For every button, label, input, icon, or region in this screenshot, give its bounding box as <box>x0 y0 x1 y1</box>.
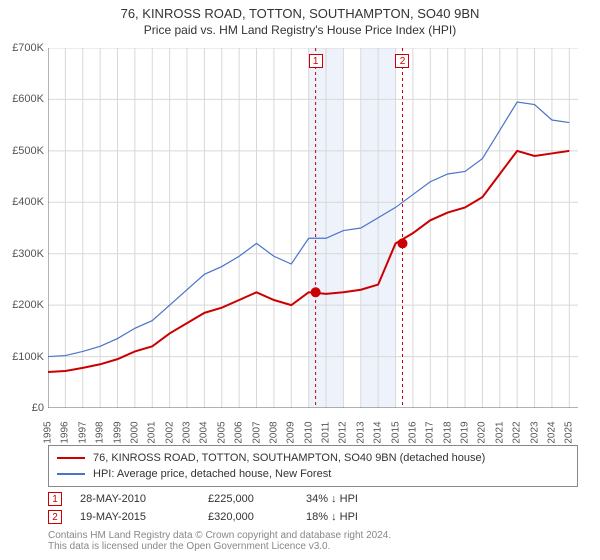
x-tick-label: 2000 <box>129 421 140 443</box>
x-axis: 1995199619971998199920002001200220032004… <box>48 408 578 438</box>
x-tick-label: 2002 <box>164 421 175 443</box>
x-tick-label: 2016 <box>407 421 418 443</box>
legend: 76, KINROSS ROAD, TOTTON, SOUTHAMPTON, S… <box>48 445 578 487</box>
legend-swatch <box>57 473 85 475</box>
y-tick-label: £200K <box>12 299 44 311</box>
x-tick-label: 2004 <box>199 421 210 443</box>
event-date: 19-MAY-2015 <box>80 511 190 523</box>
x-tick-label: 2023 <box>529 421 540 443</box>
x-tick-label: 2024 <box>546 421 557 443</box>
event-price: £225,000 <box>208 493 288 505</box>
event-date: 28-MAY-2010 <box>80 493 190 505</box>
plot-area: 12 <box>48 48 578 408</box>
x-tick-label: 2010 <box>303 421 314 443</box>
x-tick-label: 2005 <box>216 421 227 443</box>
x-tick-label: 2001 <box>147 421 158 443</box>
x-tick-label: 1998 <box>95 421 106 443</box>
x-tick-label: 2011 <box>321 422 332 444</box>
x-tick-label: 2025 <box>564 421 575 443</box>
x-tick-label: 2003 <box>182 421 193 443</box>
x-tick-label: 1996 <box>60 421 71 443</box>
x-tick-label: 2013 <box>355 421 366 443</box>
x-tick-label: 2008 <box>268 421 279 443</box>
chart-event-badge: 1 <box>309 54 323 68</box>
x-tick-label: 2017 <box>425 421 436 443</box>
y-tick-label: £600K <box>12 93 44 105</box>
title-subtitle: Price paid vs. HM Land Registry's House … <box>0 23 600 37</box>
x-tick-label: 2012 <box>338 421 349 443</box>
x-tick-label: 2021 <box>494 421 505 443</box>
event-delta: 34% ↓ HPI <box>306 493 416 505</box>
legend-label: 76, KINROSS ROAD, TOTTON, SOUTHAMPTON, S… <box>93 452 485 464</box>
x-tick-label: 1995 <box>43 421 54 443</box>
x-tick-label: 2020 <box>477 421 488 443</box>
title-address: 76, KINROSS ROAD, TOTTON, SOUTHAMPTON, S… <box>0 6 600 21</box>
chart-event-badge: 2 <box>395 54 409 68</box>
y-axis: £0£100K£200K£300K£400K£500K£600K£700K <box>0 48 48 408</box>
x-tick-label: 2006 <box>234 421 245 443</box>
x-tick-label: 2015 <box>390 421 401 443</box>
x-tick-label: 2019 <box>460 421 471 443</box>
footer-line: This data is licensed under the Open Gov… <box>48 541 578 552</box>
event-row: 2 19-MAY-2015 £320,000 18% ↓ HPI <box>48 508 578 526</box>
event-number-badge: 1 <box>48 492 62 506</box>
x-tick-label: 2022 <box>512 421 523 443</box>
x-tick-label: 2009 <box>286 421 297 443</box>
event-price: £320,000 <box>208 511 288 523</box>
y-tick-label: £100K <box>12 351 44 363</box>
x-tick-label: 2018 <box>442 421 453 443</box>
event-row: 1 28-MAY-2010 £225,000 34% ↓ HPI <box>48 490 578 508</box>
y-tick-label: £300K <box>12 248 44 260</box>
events-table: 1 28-MAY-2010 £225,000 34% ↓ HPI 2 19-MA… <box>48 490 578 526</box>
x-tick-label: 2007 <box>251 421 262 443</box>
x-tick-label: 2014 <box>373 421 384 443</box>
event-number-badge: 2 <box>48 510 62 524</box>
chart-container: 76, KINROSS ROAD, TOTTON, SOUTHAMPTON, S… <box>0 0 600 560</box>
footer: Contains HM Land Registry data © Crown c… <box>48 530 578 552</box>
titles: 76, KINROSS ROAD, TOTTON, SOUTHAMPTON, S… <box>0 0 600 37</box>
legend-row: 76, KINROSS ROAD, TOTTON, SOUTHAMPTON, S… <box>57 450 569 466</box>
y-tick-label: £700K <box>12 42 44 54</box>
legend-row: HPI: Average price, detached house, New … <box>57 466 569 482</box>
footer-line: Contains HM Land Registry data © Crown c… <box>48 530 578 541</box>
event-delta: 18% ↓ HPI <box>306 511 416 523</box>
y-tick-label: £400K <box>12 196 44 208</box>
y-tick-label: £500K <box>12 145 44 157</box>
y-tick-label: £0 <box>32 402 44 414</box>
x-tick-label: 1997 <box>77 421 88 443</box>
x-tick-label: 1999 <box>112 421 123 443</box>
plot-svg <box>48 48 578 408</box>
legend-swatch <box>57 457 85 459</box>
legend-label: HPI: Average price, detached house, New … <box>93 468 331 480</box>
